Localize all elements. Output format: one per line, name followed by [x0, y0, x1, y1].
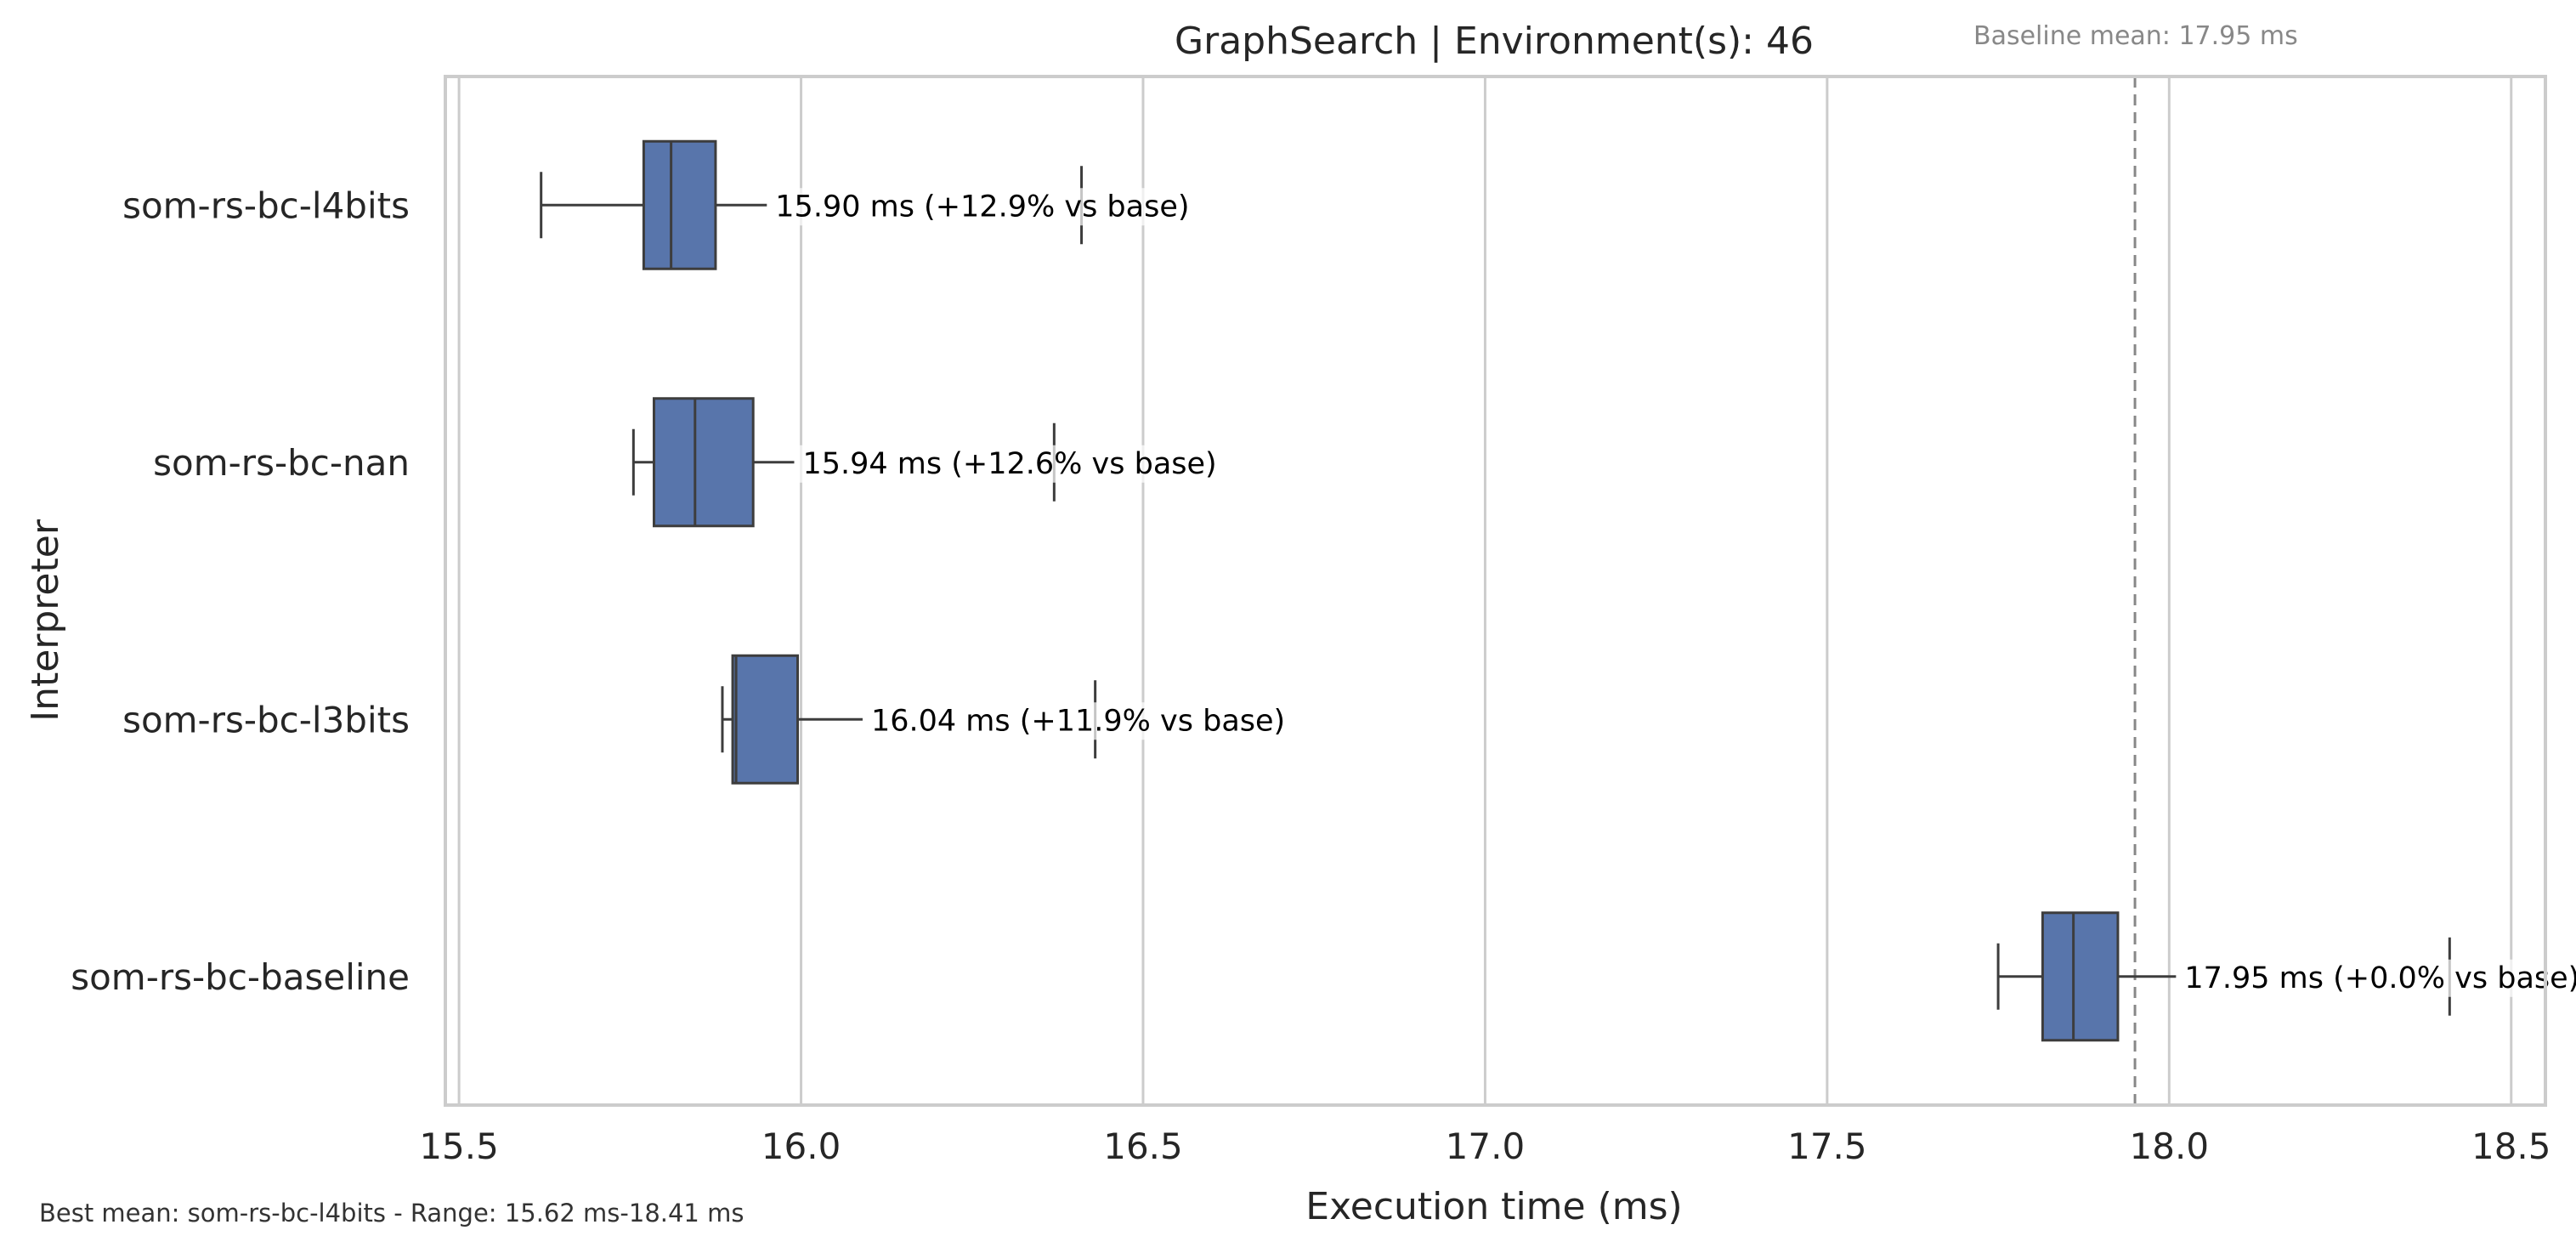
x-tick-label: 16.0: [761, 1125, 841, 1167]
x-tick-label: 18.5: [2471, 1125, 2551, 1167]
annotations: 15.90 ms (+12.9% vs base) 15.94 ms (+12.6…: [772, 188, 2576, 997]
box-series: [540, 139, 2451, 1042]
x-tick-label: 16.5: [1103, 1125, 1183, 1167]
x-axis-label: Execution time (ms): [1305, 1185, 1682, 1228]
annotation-som-rs-bc-nan: 15.94 ms (+12.6% vs base): [802, 447, 1216, 481]
annotation-som-rs-bc-l3bits: 16.04 ms (+11.9% vs base): [871, 704, 1285, 738]
annotation-bg: [772, 188, 1193, 226]
annotation-bg: [799, 445, 1220, 483]
x-tick-label: 17.5: [1787, 1125, 1867, 1167]
y-category-label: som-rs-bc-l3bits: [122, 699, 410, 740]
box-som-rs-bc-l3bits: [721, 654, 1097, 785]
box-iqr: [652, 397, 755, 528]
plot-frame: [444, 75, 2547, 1107]
box-som-rs-bc-l4bits: [540, 139, 1084, 270]
annotation-bg: [2181, 959, 2576, 997]
x-tick-labels: 15.5 16.0 16.5 17.0 17.5 18.0 18.5: [419, 1125, 2551, 1167]
box-iqr: [731, 654, 800, 785]
y-category-label: som-rs-bc-nan: [153, 442, 410, 484]
baseline-mean-label: Baseline mean: 17.95 ms: [1973, 21, 2298, 51]
box-som-rs-bc-baseline: [1996, 911, 2451, 1042]
x-tick-label: 17.0: [1446, 1125, 1526, 1167]
annotation-bg: [867, 702, 1289, 740]
chart-title: GraphSearch | Environment(s): 46: [1175, 20, 1814, 63]
y-category-label: som-rs-bc-baseline: [71, 956, 410, 998]
y-category-label: som-rs-bc-l4bits: [122, 184, 410, 226]
x-tick-label: 15.5: [419, 1125, 499, 1167]
footer-note: Best mean: som-rs-bc-l4bits - Range: 15.…: [39, 1199, 744, 1227]
annotation-som-rs-bc-baseline: 17.95 ms (+0.0% vs base): [2184, 961, 2576, 995]
y-axis-label: Interpreter: [24, 519, 67, 722]
gridlines: [457, 77, 2513, 1105]
box-som-rs-bc-nan: [631, 397, 1056, 528]
annotation-som-rs-bc-l4bits: 15.90 ms (+12.9% vs base): [775, 190, 1189, 224]
x-tick-label: 18.0: [2130, 1125, 2210, 1167]
box-iqr: [642, 139, 717, 270]
box-iqr: [2041, 911, 2120, 1042]
y-category-labels: som-rs-bc-l4bits som-rs-bc-nan som-rs-bc-l…: [71, 184, 410, 998]
